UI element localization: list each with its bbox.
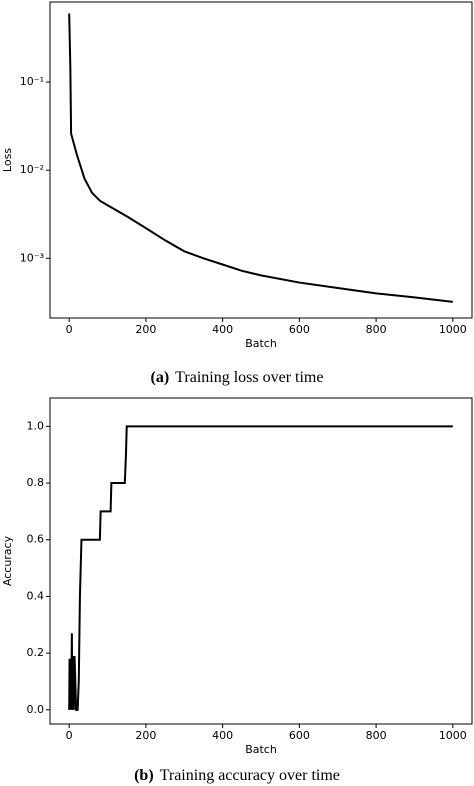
caption-text: Training accuracy over time xyxy=(160,767,340,784)
x-tick-label: 800 xyxy=(366,323,387,336)
x-tick-label: 1000 xyxy=(439,729,467,742)
x-tick-label: 400 xyxy=(212,729,233,742)
y-tick-label: 0.4 xyxy=(27,589,45,602)
x-tick-label: 1000 xyxy=(439,323,467,336)
x-tick-label: 600 xyxy=(289,729,310,742)
y-axis-label: Accuracy xyxy=(1,535,14,586)
y-tick-label: 10⁻¹ xyxy=(20,75,44,88)
x-tick-label: 800 xyxy=(366,729,387,742)
y-tick-label: 10⁻² xyxy=(20,163,44,176)
x-tick-label: 400 xyxy=(212,323,233,336)
caption-label: (b) xyxy=(134,767,154,784)
x-tick-label: 0 xyxy=(66,323,73,336)
y-tick-label: 0.0 xyxy=(27,703,45,716)
y-tick-label: 0.8 xyxy=(27,476,45,489)
y-axis-label: Loss xyxy=(1,148,14,172)
x-axis-label: Batch xyxy=(245,743,277,756)
x-tick-label: 600 xyxy=(289,323,310,336)
y-tick-label: 1.0 xyxy=(27,419,45,432)
caption: (a) Training loss over time xyxy=(151,369,324,386)
x-tick-label: 200 xyxy=(135,729,156,742)
y-tick-label: 0.6 xyxy=(27,533,45,546)
y-tick-label: 10⁻³ xyxy=(20,251,44,264)
line xyxy=(68,425,453,711)
plot-frame xyxy=(49,1,473,319)
plot-frame xyxy=(49,397,473,725)
caption-label: (a) xyxy=(151,369,170,386)
line xyxy=(68,13,453,303)
x-tick-label: 0 xyxy=(66,729,73,742)
caption: (b) Training accuracy over time xyxy=(134,767,340,784)
y-tick-label: 0.2 xyxy=(27,646,45,659)
caption-text: Training loss over time xyxy=(175,369,323,386)
x-axis-label: Batch xyxy=(245,337,277,350)
x-tick-label: 200 xyxy=(135,323,156,336)
